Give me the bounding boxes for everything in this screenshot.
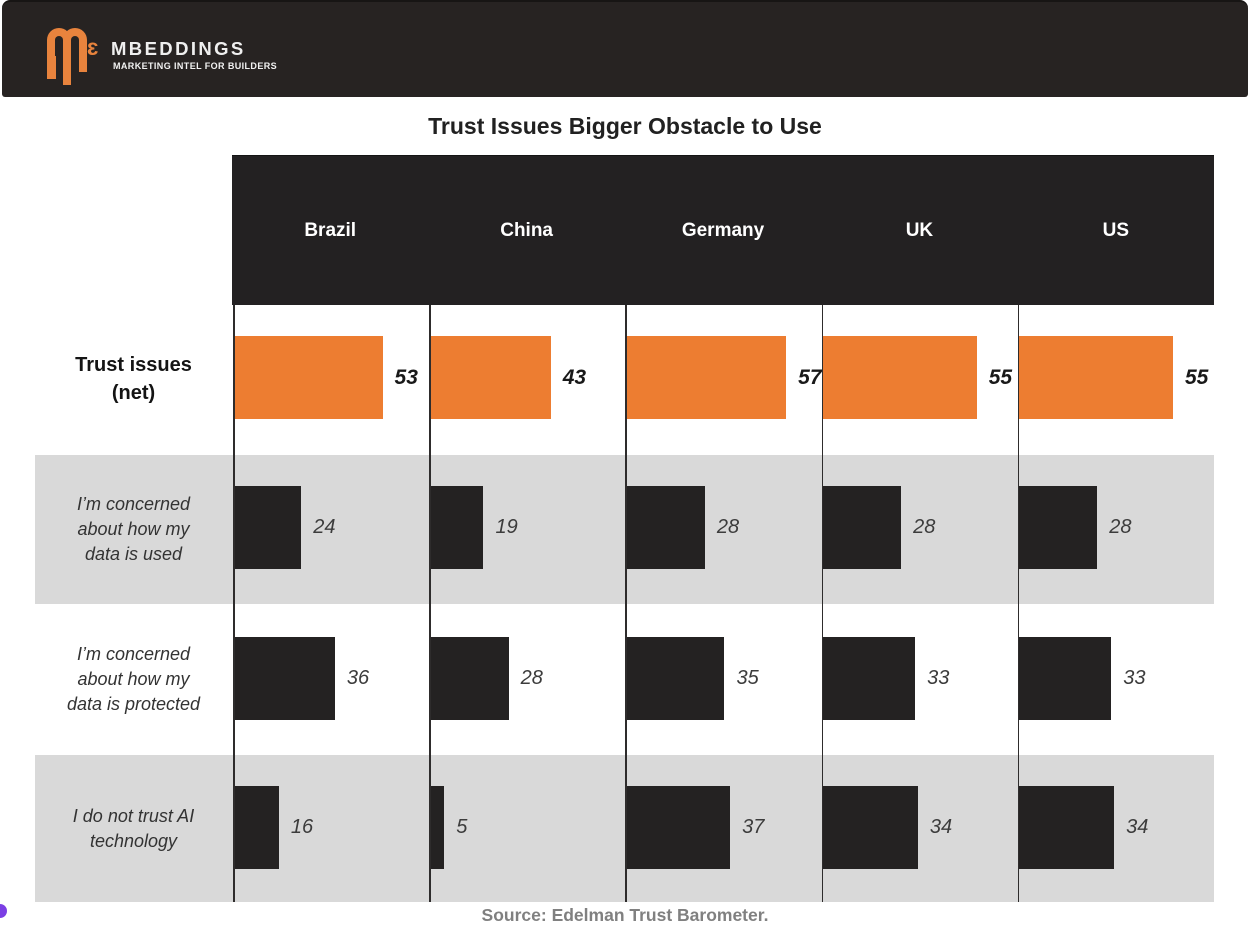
- bar-value: 33: [927, 667, 950, 689]
- bar-value: 57: [798, 365, 822, 389]
- bar-value: 28: [520, 667, 543, 689]
- chart-title: Trust Issues Bigger Obstacle to Use: [428, 113, 822, 139]
- bar-value: 43: [562, 365, 587, 389]
- bar-value: 33: [1123, 667, 1146, 689]
- bar: [1018, 786, 1115, 869]
- row-label: Trust issues (net): [75, 354, 192, 404]
- bar-value: 53: [394, 365, 418, 389]
- membeddings-logo: ɛ MBEDDINGS MARKETING INTEL FOR BUILDERS: [47, 28, 307, 88]
- bar: [430, 786, 445, 869]
- bar: [1018, 486, 1098, 569]
- bar: [822, 486, 902, 569]
- bar-value: 28: [1109, 516, 1132, 538]
- bar: [822, 637, 916, 720]
- bar: [822, 786, 918, 869]
- brand-name: MBEDDINGS: [111, 38, 246, 59]
- corner-dot-icon: [0, 904, 7, 918]
- column-separator: [821, 305, 824, 902]
- bar-value: 34: [929, 816, 953, 838]
- bar-value: 16: [290, 816, 314, 838]
- bar: [1018, 336, 1173, 419]
- bar: [430, 486, 484, 569]
- bar: [430, 336, 551, 419]
- bar-value: 5: [456, 816, 468, 838]
- row-label: I do not trust AI technology: [72, 805, 195, 851]
- logo-m-icon: [47, 28, 87, 86]
- bar-value: 19: [495, 516, 518, 538]
- bar: [430, 637, 509, 720]
- brand-tagline: MARKETING INTEL FOR BUILDERS: [113, 61, 278, 71]
- column-header-uk: UK: [905, 219, 934, 241]
- bar-value: 36: [346, 667, 370, 689]
- bar: [234, 786, 279, 869]
- column-header-china: China: [500, 219, 553, 241]
- bar-value: 24: [313, 516, 336, 538]
- table-row: I do not trust AI technology 16 5 37 34 34: [35, 755, 1214, 902]
- row-label: I’m concerned about how my data is prote…: [66, 644, 201, 714]
- column-header-us: US: [1102, 219, 1130, 241]
- bar: [626, 637, 725, 720]
- source-note: Source: Edelman Trust Barometer.: [481, 905, 769, 925]
- bar: [626, 786, 731, 869]
- column-header-band: Brazil China Germany UK US: [232, 155, 1214, 305]
- bar: [234, 486, 302, 569]
- column-separator: [1017, 305, 1020, 902]
- bar: [1018, 637, 1112, 720]
- bar-value: 35: [736, 667, 759, 689]
- column-separator: [233, 305, 235, 902]
- bar-value: 34: [1126, 816, 1149, 838]
- table-row: Trust issues (net) 53 43 57 55 55: [35, 305, 1214, 453]
- column-separator: [625, 305, 627, 902]
- column-header-germany: Germany: [681, 219, 765, 241]
- bar: [822, 336, 977, 419]
- row-label: I’m concerned about how my data is used: [76, 494, 191, 564]
- logo-epsilon: ɛ: [87, 34, 99, 60]
- bar-value: 28: [716, 516, 740, 538]
- table-row: I’m concerned about how my data is used 2…: [35, 455, 1214, 604]
- column-header-brazil: Brazil: [304, 219, 357, 241]
- bar-value: 55: [1184, 365, 1209, 389]
- bar-value: 37: [742, 816, 765, 838]
- bar: [626, 486, 705, 569]
- bar: [234, 637, 335, 720]
- brand-banner: ɛ MBEDDINGS MARKETING INTEL FOR BUILDERS: [2, 0, 1248, 97]
- bar-value: 28: [913, 516, 936, 538]
- bar: [234, 336, 383, 419]
- bar: [626, 336, 787, 419]
- bar-value: 55: [988, 365, 1013, 389]
- column-separator: [429, 305, 431, 902]
- table-row: I’m concerned about how my data is prote…: [35, 606, 1214, 753]
